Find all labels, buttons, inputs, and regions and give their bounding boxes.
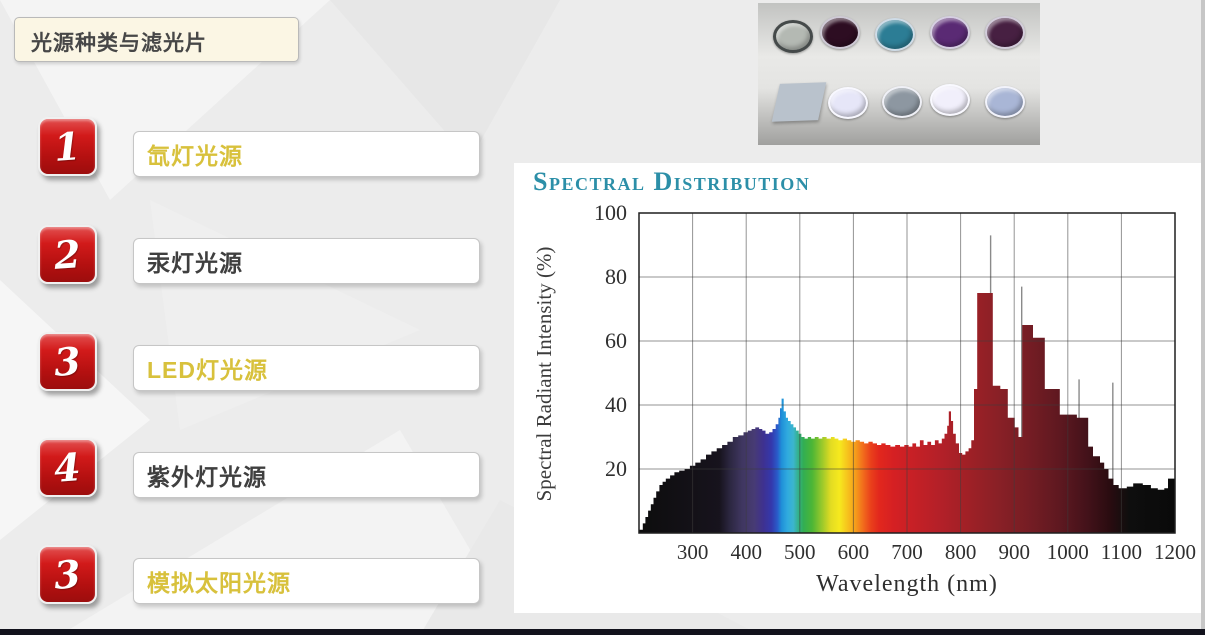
item-number-badge: 3: [38, 332, 97, 391]
spectrum-area: [639, 293, 1175, 533]
x-tick-label: 1000: [1047, 540, 1089, 564]
item-label-box: LED灯光源: [133, 345, 480, 391]
optical-filter-disc: [930, 16, 970, 49]
slide-title-box: 光源种类与滤光片: [14, 17, 299, 62]
item-number-badge: 1: [38, 117, 97, 176]
item-number: 1: [52, 122, 83, 170]
x-tick-label: 900: [998, 540, 1029, 564]
item-number-badge: 4: [38, 438, 97, 497]
item-number: 3: [52, 337, 83, 385]
slide-right-edge: [1201, 0, 1205, 635]
item-label: 氙灯光源: [147, 143, 243, 169]
item-label-box: 氙灯光源: [133, 131, 480, 177]
x-tick-label: 1100: [1101, 540, 1142, 564]
optical-filter-disc: [820, 16, 860, 49]
optical-filter-disc: [985, 16, 1025, 49]
optical-filter-disc: [875, 18, 915, 51]
item-number: 2: [52, 230, 83, 278]
y-tick-label: 100: [594, 200, 627, 225]
slide-title: 光源种类与滤光片: [31, 32, 207, 55]
item-label: 紫外灯光源: [147, 464, 267, 490]
optical-filter-disc: [985, 86, 1025, 118]
item-number: 3: [52, 550, 83, 598]
x-tick-label: 500: [784, 540, 816, 564]
item-label: 模拟太阳光源: [147, 570, 291, 596]
y-tick-label: 80: [605, 264, 627, 289]
item-label-box: 模拟太阳光源: [133, 558, 480, 604]
x-tick-label: 700: [891, 540, 923, 564]
item-number: 4: [52, 443, 83, 491]
optical-filter-disc: [828, 87, 868, 119]
item-label-box: 紫外灯光源: [133, 452, 480, 498]
optical-filter-disc: [773, 20, 813, 53]
item-label-box: 汞灯光源: [133, 238, 480, 284]
filters-photo: [758, 3, 1040, 145]
optical-filter-disc: [882, 86, 922, 118]
item-number-badge: 3: [38, 545, 97, 604]
y-tick-label: 40: [605, 392, 627, 417]
spectral-chart-panel: Spectral Distribution Spectral Radiant I…: [514, 163, 1201, 613]
spectral-distribution-plot: 300 400 500 600 700 800 900 1000 1100 1200 20 40 60 8…: [594, 200, 1196, 564]
item-label: 汞灯光源: [147, 250, 243, 276]
y-tick-label: 20: [605, 456, 627, 481]
item-number-badge: 2: [38, 225, 97, 284]
y-tick-label: 60: [605, 328, 627, 353]
plot-frame: [638, 212, 1176, 534]
chart-y-axis-label: Spectral Radiant Intensity (%): [532, 246, 556, 502]
optical-filter-disc: [930, 84, 970, 116]
chart-x-axis-label: Wavelength (nm): [816, 571, 998, 597]
item-label: LED灯光源: [147, 357, 268, 383]
x-tick-label: 300: [677, 540, 709, 564]
optical-filter-square: [771, 82, 827, 122]
chart-title: Spectral Distribution: [533, 167, 811, 196]
x-tick-label: 800: [945, 540, 977, 564]
x-tick-label: 1200: [1154, 540, 1196, 564]
slide-bottom-bar: [0, 629, 1205, 635]
x-tick-label: 400: [730, 540, 762, 564]
x-tick-label: 600: [838, 540, 870, 564]
